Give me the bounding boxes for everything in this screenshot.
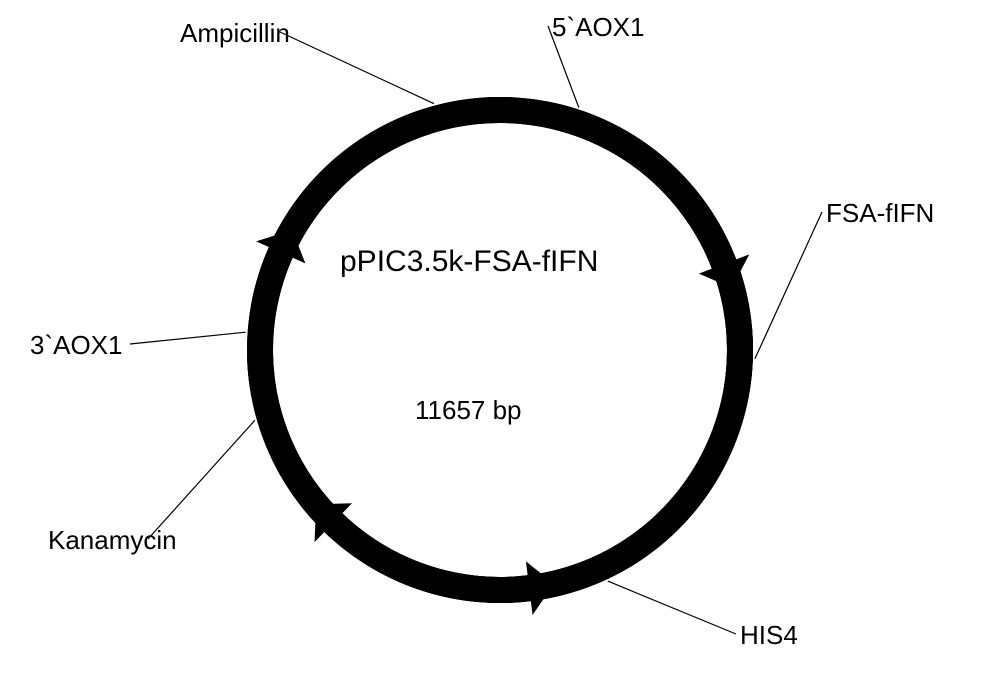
label-tick — [280, 32, 434, 104]
plasmid-size: 11657 bp — [415, 395, 522, 426]
feature-label-ampicillin: Ampicillin — [180, 18, 290, 49]
label-tick — [608, 581, 736, 634]
plasmid-map: pPIC3.5k-FSA-fIFN 11657 bp 5`AOX1 FSA-fI… — [0, 0, 1000, 683]
label-tick — [148, 420, 255, 539]
feature-label-kanamycin: Kanamycin — [48, 525, 177, 556]
feature-label-5aox1: 5`AOX1 — [552, 12, 645, 43]
label-tick — [755, 212, 822, 359]
plasmid-title: pPIC3.5k-FSA-fIFN — [340, 245, 598, 279]
plasmid-svg — [0, 0, 1000, 683]
label-tick — [130, 332, 246, 344]
feature-label-fsa-fifn: FSA-fIFN — [826, 198, 934, 229]
feature-label-his4: HIS4 — [740, 620, 798, 651]
feature-label-3aox1: 3`AOX1 — [30, 330, 123, 361]
